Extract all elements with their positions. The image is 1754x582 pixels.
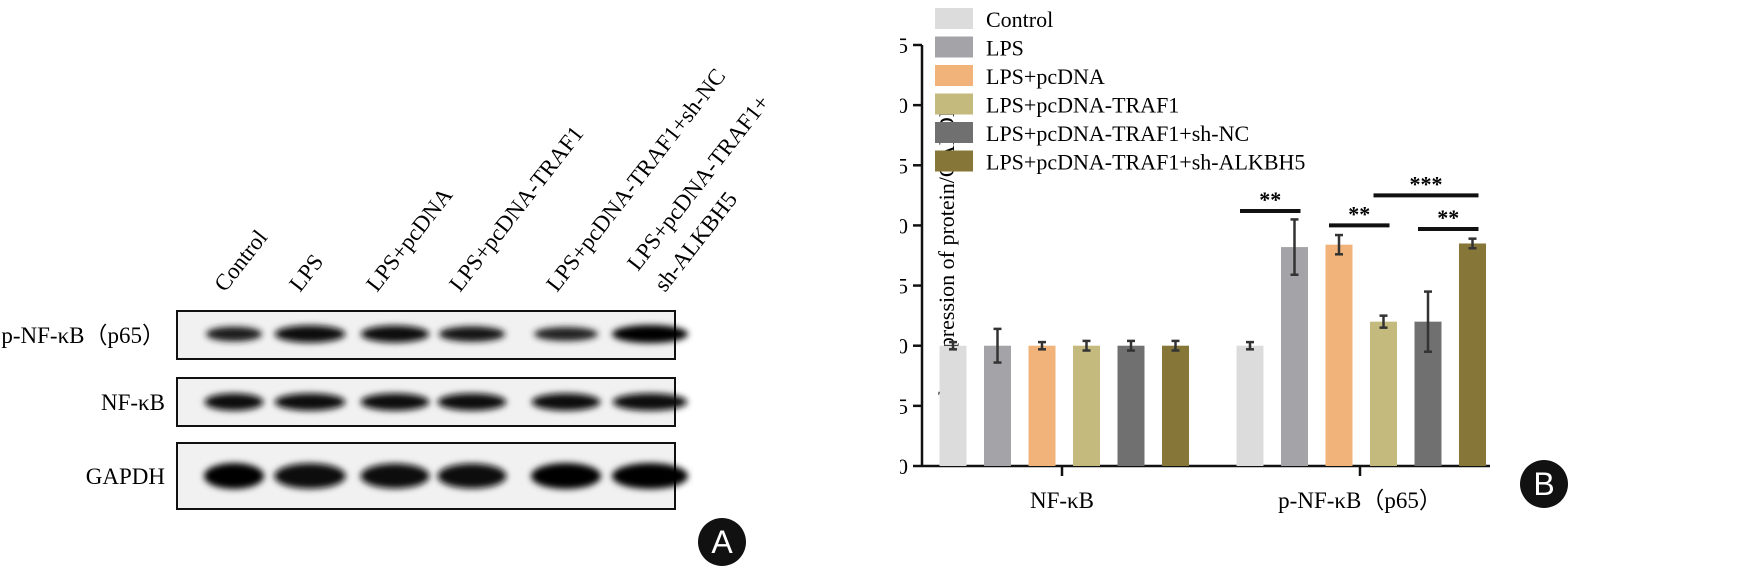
western-blot-panel: Control LPS LPS+pcDNALPS+pcDNA-TRAF1LPS+pc… xyxy=(1,64,774,510)
legend-label: LPS+pcDNA-TRAF1+sh-ALKBH5 xyxy=(986,150,1305,175)
blot-band xyxy=(204,393,264,411)
blot-band xyxy=(531,393,601,411)
legend-swatch xyxy=(935,36,973,58)
blot-band xyxy=(612,325,688,343)
blot-band xyxy=(437,463,507,489)
blot-band xyxy=(438,326,506,342)
legend-label: LPS xyxy=(986,36,1024,61)
legend-swatch xyxy=(935,150,973,172)
bar xyxy=(939,345,967,466)
y-tick-label: 2.0 xyxy=(900,213,908,238)
bar xyxy=(1281,247,1308,466)
y-tick-label: 1.5 xyxy=(900,274,908,299)
bar xyxy=(1028,345,1056,466)
y-tick-label: 3.5 xyxy=(900,33,908,58)
lane-label: LPS xyxy=(284,249,328,296)
panel-label-b: B xyxy=(1520,460,1568,508)
y-tick-label: 2.5 xyxy=(900,153,908,178)
blot-band xyxy=(205,326,263,342)
bar xyxy=(1073,345,1100,466)
blot-row: NF-κB xyxy=(101,377,688,427)
blot-band xyxy=(612,393,688,411)
blot-band xyxy=(274,463,346,489)
error-bars xyxy=(949,218,1477,364)
bar xyxy=(1459,243,1486,466)
x-axis: NF-κB p-NF-κB（p65） xyxy=(922,464,1490,513)
lane-labels: Control LPS LPS+pcDNALPS+pcDNA-TRAF1LPS+pc… xyxy=(209,64,774,296)
significance-label: ** xyxy=(1348,201,1370,226)
y-axis: 0.0 0.5 1.0 1.5 2.0 2.5 3.0 3.5 xyxy=(900,33,924,479)
y-tick-label: 3.0 xyxy=(900,93,908,118)
bar xyxy=(1370,321,1397,466)
blot-band xyxy=(204,463,264,489)
legend-label: LPS+pcDNA xyxy=(986,64,1105,89)
blot-band xyxy=(533,326,599,342)
significance-label: ** xyxy=(1259,187,1281,212)
lane-label: LPS+pcDNA xyxy=(361,183,457,297)
y-tick-label: 0.5 xyxy=(900,394,908,419)
significance-brackets: ********* xyxy=(1240,171,1479,232)
legend-swatch xyxy=(935,65,973,86)
blot-band xyxy=(360,463,430,489)
bar xyxy=(1236,345,1264,466)
lane-label: Control xyxy=(209,225,272,296)
x-tick-label: p-NF-κB（p65） xyxy=(1278,488,1442,513)
bar-chart: The expression of protein/GAPDH 0.00.51.… xyxy=(900,7,1490,513)
blot-row-label: GAPDH xyxy=(86,464,165,489)
bar xyxy=(1162,345,1189,466)
y-tick-label: 1.0 xyxy=(900,334,908,359)
legend-label: Control xyxy=(986,7,1053,32)
y-tick-label: 0.0 xyxy=(900,454,908,479)
significance-label: *** xyxy=(1410,171,1443,196)
legend-label: LPS+pcDNA-TRAF1+sh-NC xyxy=(986,121,1249,146)
bar xyxy=(984,345,1011,466)
legend-swatch xyxy=(935,93,973,115)
panel-label-a: A xyxy=(698,518,746,566)
blot-band xyxy=(360,393,430,411)
legend-swatch xyxy=(935,122,973,143)
blot-row: p-NF-κB（p65） xyxy=(1,310,688,360)
blot-band xyxy=(360,325,430,343)
bar xyxy=(1325,244,1353,466)
legend-swatch xyxy=(935,8,973,29)
blot-row-label: NF-κB xyxy=(101,390,165,415)
blot-band xyxy=(531,463,601,489)
legend-label: LPS+pcDNA-TRAF1 xyxy=(986,93,1179,118)
blot-row: GAPDH xyxy=(86,442,688,510)
blot-band xyxy=(437,393,507,411)
blot-row-label: p-NF-κB（p65） xyxy=(1,323,165,348)
blot-band xyxy=(274,393,346,411)
bar xyxy=(1117,345,1145,466)
blot-rows: p-NF-κB（p65） NF-κB GAPDH xyxy=(1,310,688,510)
x-tick-label: NF-κB xyxy=(1030,488,1094,513)
bars xyxy=(939,243,1486,466)
blot-band xyxy=(612,463,688,489)
significance-label: ** xyxy=(1437,205,1459,230)
blot-band xyxy=(274,325,346,343)
legend: Control LPS LPS+pcDNA LPS+pcDNA-TRAF1 LPS+pc… xyxy=(935,7,1305,175)
